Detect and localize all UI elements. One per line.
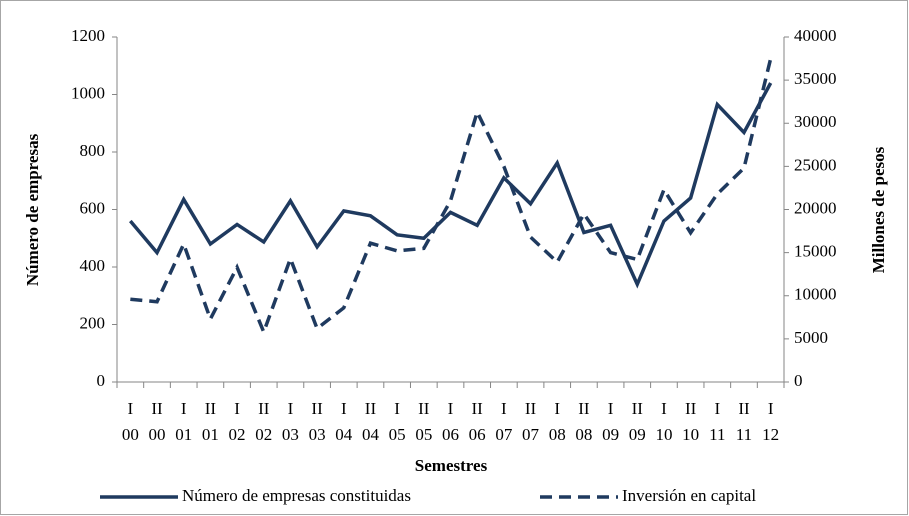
x-tick-label: II 01	[202, 399, 219, 444]
y2-tick-label: 20000	[794, 198, 837, 217]
x-tick-label: I 10	[655, 399, 672, 444]
y2-tick-label: 5000	[794, 328, 828, 347]
x-tick-label: II 08	[575, 399, 592, 444]
y-tick-label: 1200	[71, 26, 105, 45]
x-tick-label: II 07	[522, 399, 540, 444]
y2-tick-label: 40000	[794, 26, 837, 45]
x-tick-label: II 00	[149, 399, 166, 444]
x-tick-label: I 06	[442, 399, 459, 444]
legend-label: Inversión en capital	[622, 486, 756, 505]
y-tick-label: 1000	[71, 83, 105, 102]
x-tick-label: II 02	[255, 399, 272, 444]
x-tick-label: I 03	[282, 399, 299, 444]
y2-tick-label: 15000	[794, 242, 837, 261]
x-tick-label: I 01	[175, 399, 192, 444]
x-tick-label: I 11	[709, 399, 725, 444]
legend-label: Número de empresas constituidas	[182, 486, 411, 505]
y-tick-label: 0	[97, 371, 106, 390]
x-tick-label: II 09	[629, 399, 646, 444]
x-tick-label: I 08	[549, 399, 566, 444]
x-tick-label: II 04	[362, 399, 380, 444]
x-tick-label: I 02	[229, 399, 246, 444]
y2-tick-label: 35000	[794, 69, 837, 88]
x-tick-label: I 12	[762, 399, 779, 444]
x-tick-label: I 07	[495, 399, 513, 444]
y2-tick-label: 0	[794, 371, 803, 390]
x-tick-label: I 05	[389, 399, 406, 444]
x-axis-title: Semestres	[415, 456, 488, 475]
x-tick-label: II 06	[469, 399, 486, 444]
y2-tick-label: 25000	[794, 155, 837, 174]
x-tick-label: I 04	[335, 399, 353, 444]
series-line	[129, 82, 773, 289]
series-line	[130, 58, 773, 337]
x-tick-label: I 09	[602, 399, 619, 444]
x-tick-label: II 10	[682, 399, 699, 444]
y2-tick-label: 30000	[794, 112, 837, 131]
y-tick-label: 400	[80, 256, 106, 275]
y2-axis-title: Millones de pesos	[869, 146, 888, 273]
x-tick-label: II 03	[309, 399, 326, 444]
y-tick-label: 800	[80, 141, 106, 160]
y-tick-label: 200	[80, 313, 106, 332]
y2-tick-label: 10000	[794, 285, 837, 304]
x-tick-label: I 00	[122, 399, 139, 444]
y-tick-label: 600	[80, 198, 106, 217]
x-tick-label: II 11	[736, 399, 752, 444]
y-axis-title: Número de empresas	[23, 133, 42, 286]
x-tick-label: II 05	[415, 399, 432, 444]
